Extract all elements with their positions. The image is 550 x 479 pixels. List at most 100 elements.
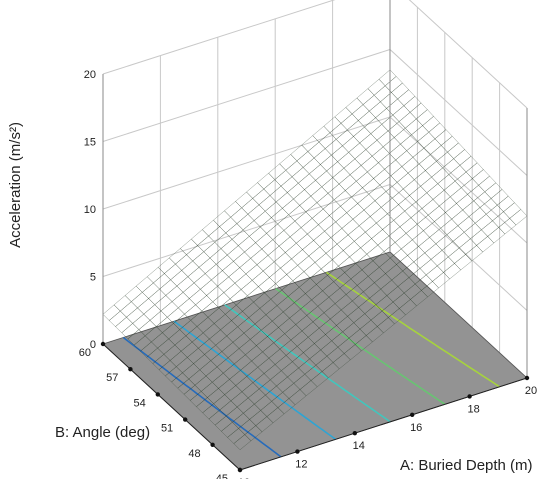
y-axis-label: B: Angle (deg) xyxy=(55,424,150,441)
surface-cell xyxy=(410,208,429,225)
surface-cell xyxy=(478,175,497,193)
z-gridline-4 xyxy=(102,0,528,109)
surface-cell xyxy=(467,184,486,202)
surface-cell xyxy=(233,434,252,451)
surface-cell xyxy=(465,162,484,179)
x-tick-mark-3 xyxy=(410,412,415,417)
surface-cell xyxy=(418,236,437,254)
surface-cell xyxy=(473,191,492,208)
surface-cell xyxy=(456,193,475,211)
surface-cell xyxy=(355,171,374,189)
surface-cell xyxy=(377,235,396,252)
contour-line-3 xyxy=(275,287,446,405)
surface-cell xyxy=(330,228,349,245)
x-tick-label-2: 14 xyxy=(353,440,365,452)
surface-cell xyxy=(367,78,386,96)
surface-cell xyxy=(440,135,459,153)
surface-cell xyxy=(373,168,392,186)
surface-cell xyxy=(398,195,417,212)
surface-cell xyxy=(333,190,352,207)
surface-cell xyxy=(224,201,243,218)
surface-cell xyxy=(360,238,379,255)
surface-cell xyxy=(353,126,372,144)
y-tick-mark-2 xyxy=(183,417,188,422)
surface-cell xyxy=(358,216,377,233)
surface-cell xyxy=(394,232,413,250)
surface-cell xyxy=(378,69,397,87)
surface-cell xyxy=(453,149,472,166)
surface-cell xyxy=(288,205,307,222)
surface-cell xyxy=(280,176,299,193)
surface-cell xyxy=(400,134,419,152)
z-axis-label: Acceleration (m/s²) xyxy=(7,122,24,248)
surface-cell xyxy=(428,122,447,140)
surface-cell xyxy=(407,246,426,263)
z-tick-label-2: 10 xyxy=(84,204,96,216)
z-gridline-3 xyxy=(102,48,528,176)
surface-cell xyxy=(415,192,434,209)
y-tick-mark-0 xyxy=(237,467,243,473)
surface-cell xyxy=(389,143,408,161)
contour-line-0 xyxy=(122,336,282,458)
surface-cell xyxy=(412,147,431,165)
surface-cell xyxy=(404,201,423,219)
y-tick-mark-3 xyxy=(155,392,160,397)
surface-cell xyxy=(311,208,330,226)
surface-cell xyxy=(434,129,453,146)
z-tick-label-1: 5 xyxy=(90,272,96,284)
surface-cell xyxy=(387,121,406,138)
surface-cell xyxy=(188,288,207,306)
surface-cell xyxy=(481,220,500,237)
surface-cell xyxy=(378,153,397,170)
surface-cell xyxy=(367,162,385,179)
surface-cell xyxy=(459,155,478,173)
surface-cell xyxy=(285,160,304,178)
surface-cell xyxy=(248,226,267,244)
surface-cell xyxy=(443,263,462,280)
surface-cell xyxy=(407,163,426,181)
surface-cell xyxy=(165,285,184,302)
surface-cell xyxy=(253,210,272,228)
surface-cell xyxy=(370,123,389,141)
surface-cell xyxy=(192,251,211,268)
surface-cell xyxy=(345,97,364,115)
surface-cell xyxy=(503,202,522,219)
surface-cell xyxy=(419,259,438,276)
surface-cell xyxy=(302,240,321,257)
surface-cell xyxy=(401,156,420,174)
surface-cell xyxy=(137,298,156,315)
surface-cell xyxy=(460,178,479,195)
surface-cell xyxy=(413,252,432,269)
surface-cell xyxy=(406,141,425,158)
surface-cell xyxy=(362,94,381,112)
surface-cell xyxy=(447,142,466,160)
surface-cell xyxy=(422,115,441,133)
x-tick-mark-1 xyxy=(295,449,300,454)
surface-cell xyxy=(443,180,462,198)
y-tick-label-1: 48 xyxy=(188,448,200,460)
surface-cell xyxy=(382,219,401,237)
surface-cell xyxy=(283,220,302,238)
surface-cell xyxy=(462,200,481,217)
surface-cell xyxy=(222,260,241,278)
surface-cell xyxy=(282,198,301,216)
surface-cell xyxy=(415,109,434,126)
surface-cell xyxy=(440,218,459,236)
surface-cell xyxy=(351,104,370,121)
surface-cell xyxy=(376,130,395,148)
surface-cell xyxy=(335,212,354,229)
z-tick-label-0: 0 xyxy=(90,339,96,351)
surface-cell xyxy=(297,255,316,272)
surface-cell xyxy=(398,111,417,129)
y-tick-mark-1 xyxy=(210,442,215,447)
surface-cell xyxy=(313,230,332,248)
y-axis-line xyxy=(102,343,241,471)
surface-cell xyxy=(308,246,327,263)
surface-cell xyxy=(392,105,411,122)
surface-cell xyxy=(509,209,528,226)
surface-cell xyxy=(362,178,381,195)
surface-cell xyxy=(388,226,407,243)
surface-cell xyxy=(474,213,493,231)
contour-line-4 xyxy=(326,271,501,388)
